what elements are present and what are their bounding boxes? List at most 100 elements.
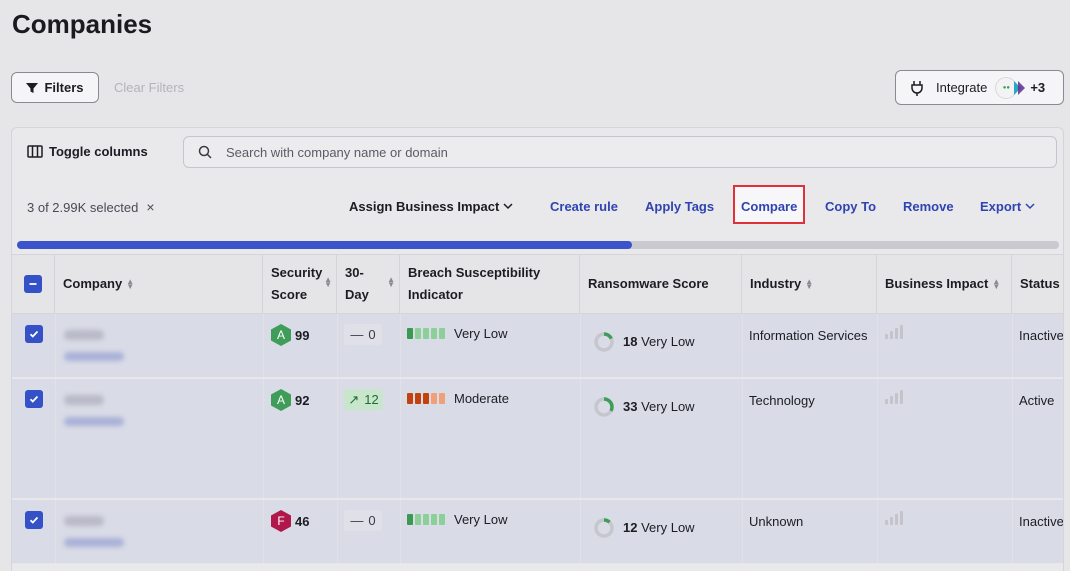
column-divider: [580, 379, 581, 498]
search-icon: [198, 145, 212, 159]
toggle-columns-label: Toggle columns: [49, 144, 148, 159]
security-score: 92: [295, 393, 310, 408]
row-checkbox[interactable]: [25, 390, 43, 408]
table-row[interactable]: A 92 ↗ 12 Moderate 33 Very Low Technology Activ…: [12, 379, 1063, 499]
horizontal-scrollbar[interactable]: [17, 241, 1059, 249]
column-divider: [580, 314, 581, 377]
bsi-segment: [439, 328, 445, 339]
security-grade-badge: A: [271, 389, 291, 411]
scrollbar-thumb[interactable]: [17, 241, 632, 249]
column-divider: [1012, 500, 1013, 563]
thirty-day-change: —0: [344, 510, 382, 531]
check-icon: [29, 330, 39, 338]
trend-flat-icon: —: [350, 513, 364, 528]
industry: Technology: [749, 393, 815, 408]
column-divider: [55, 379, 56, 498]
signal-bars-icon[interactable]: [885, 511, 903, 525]
header-ransomware-score[interactable]: Ransomware Score: [580, 255, 742, 313]
integrate-button[interactable]: Integrate ●● +3: [895, 70, 1064, 105]
header-business-impact[interactable]: Business Impact ▲ ▼: [877, 255, 1012, 313]
ransomware-label: Very Low: [641, 520, 695, 535]
minus-icon: [29, 283, 37, 285]
remove-button[interactable]: Remove: [903, 199, 954, 214]
company-domain-redacted[interactable]: [64, 352, 124, 361]
filter-icon: [26, 82, 39, 93]
signal-bars-icon[interactable]: [885, 325, 903, 339]
header-company[interactable]: Company ▲ ▼: [55, 255, 263, 313]
column-divider: [400, 500, 401, 563]
header-30-day-line1: 30-: [345, 265, 364, 280]
bsi-label: Very Low: [454, 326, 508, 341]
selection-summary: 3 of 2.99K selected ×: [27, 199, 155, 215]
bsi-segment: [423, 328, 429, 339]
status: Inactive: [1019, 328, 1064, 343]
column-divider: [263, 500, 264, 563]
ransomware-ring-icon: [594, 332, 614, 352]
plug-icon: [911, 80, 923, 96]
header-security-score[interactable]: Security Score ▲ ▼: [263, 255, 337, 313]
bsi-segment: [407, 393, 413, 404]
header-industry[interactable]: Industry ▲ ▼: [742, 255, 877, 313]
integration-more-count: +3: [1030, 80, 1046, 95]
header-security-score-line2: Score: [271, 287, 308, 302]
clear-selection-icon[interactable]: ×: [146, 199, 155, 215]
company-name-redacted[interactable]: [64, 330, 104, 340]
ransomware-score: 18 Very Low: [623, 334, 695, 349]
filters-button[interactable]: Filters: [11, 72, 99, 103]
compare-button[interactable]: Compare: [741, 199, 798, 214]
column-divider: [742, 314, 743, 377]
signal-bars-icon[interactable]: [885, 390, 903, 404]
search-input[interactable]: [226, 144, 1006, 160]
chevron-down-icon: [503, 203, 513, 210]
export-dropdown[interactable]: Export: [980, 199, 1035, 214]
table-row[interactable]: F 46—0 Very Low 12 Very Low Unknown Inactive: [12, 500, 1063, 564]
bsi-segment: [431, 514, 437, 525]
header-30-day-line2: Day: [345, 287, 369, 302]
clear-filters-link[interactable]: Clear Filters: [114, 80, 185, 95]
bsi-label: Moderate: [454, 391, 509, 406]
sort-icon: ▲ ▼: [805, 277, 814, 291]
bsi-segment: [415, 328, 421, 339]
header-company-label: Company: [63, 276, 123, 291]
company-name-redacted[interactable]: [64, 395, 104, 405]
security-score: 99: [295, 328, 310, 343]
columns-icon: [27, 145, 43, 158]
company-name-redacted[interactable]: [64, 516, 104, 526]
check-icon: [29, 516, 39, 524]
header-breach-line1: Breach Susceptibility: [408, 265, 541, 280]
header-industry-label: Industry: [750, 276, 802, 291]
toggle-columns-button[interactable]: Toggle columns: [27, 144, 148, 159]
ransomware-label: Very Low: [641, 334, 695, 349]
header-breach-susceptibility[interactable]: Breach Susceptibility Indicator: [400, 255, 580, 313]
header-business-impact-label: Business Impact: [885, 276, 989, 291]
create-rule-button[interactable]: Create rule: [550, 199, 618, 214]
assign-business-impact-dropdown[interactable]: Assign Business Impact: [349, 199, 513, 214]
ransomware-value: 12: [623, 520, 638, 535]
apply-tags-button[interactable]: Apply Tags: [645, 199, 715, 214]
column-divider: [55, 500, 56, 563]
export-label: Export: [980, 199, 1022, 214]
integrate-label: Integrate: [936, 80, 988, 95]
table-header: Company ▲ ▼ Security Score ▲ ▼ 30- Day ▲ ▼ Breac…: [12, 254, 1063, 314]
ransomware-value: 33: [623, 399, 638, 414]
company-domain-redacted[interactable]: [64, 538, 124, 547]
table-row[interactable]: A 99—0 Very Low 18 Very Low Information Serv…: [12, 314, 1064, 378]
select-all-checkbox[interactable]: [24, 275, 42, 293]
header-status[interactable]: Status: [1012, 255, 1063, 313]
column-divider: [337, 379, 338, 498]
row-checkbox[interactable]: [25, 325, 43, 343]
search-box[interactable]: [183, 136, 1057, 168]
column-divider: [742, 500, 743, 563]
row-checkbox[interactable]: [25, 511, 43, 529]
company-domain-redacted[interactable]: [64, 417, 124, 426]
ransomware-label: Very Low: [641, 399, 695, 414]
thirty-day-value: 0: [368, 327, 376, 342]
sort-icon: ▲ ▼: [126, 277, 135, 291]
assign-business-impact-label: Assign Business Impact: [349, 199, 500, 214]
ransomware-ring-icon: [594, 518, 614, 538]
copy-to-button[interactable]: Copy To: [825, 199, 877, 214]
column-divider: [263, 379, 264, 498]
header-30-day[interactable]: 30- Day ▲ ▼: [337, 255, 400, 313]
ransomware-value: 18: [623, 334, 638, 349]
check-icon: [29, 395, 39, 403]
